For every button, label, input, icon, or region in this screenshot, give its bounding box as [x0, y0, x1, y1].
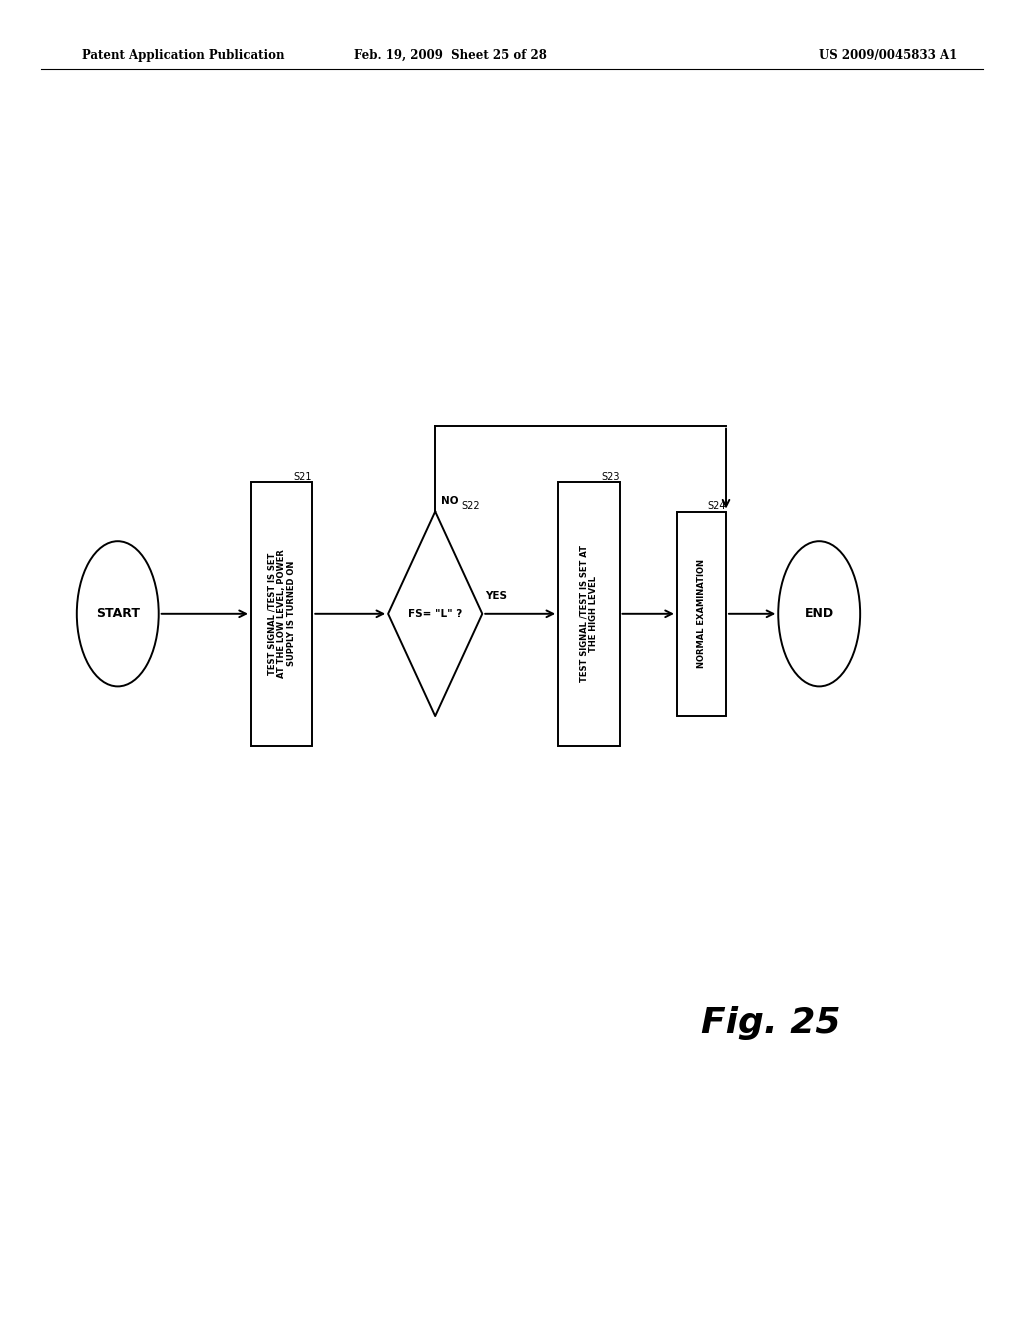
- Text: US 2009/0045833 A1: US 2009/0045833 A1: [819, 49, 957, 62]
- Bar: [558, 482, 620, 746]
- Bar: [251, 482, 312, 746]
- Ellipse shape: [778, 541, 860, 686]
- Text: S22: S22: [462, 502, 480, 511]
- Text: S24: S24: [708, 502, 726, 511]
- Text: TEST SIGNAL /TEST IS SET
AT THE LOW LEVEL, POWER
SUPPLY IS TURNED ON: TEST SIGNAL /TEST IS SET AT THE LOW LEVE…: [267, 549, 296, 678]
- Text: FS= "L" ?: FS= "L" ?: [409, 609, 462, 619]
- Bar: [677, 511, 726, 715]
- Text: TEST SIGNAL /TEST IS SET AT
THE HIGH LEVEL: TEST SIGNAL /TEST IS SET AT THE HIGH LEV…: [580, 545, 598, 682]
- Ellipse shape: [77, 541, 159, 686]
- Text: START: START: [96, 607, 139, 620]
- Text: NO: NO: [441, 496, 459, 506]
- Text: END: END: [805, 607, 834, 620]
- Text: S23: S23: [601, 471, 620, 482]
- Text: NORMAL EXAMINATION: NORMAL EXAMINATION: [697, 560, 706, 668]
- Text: YES: YES: [485, 590, 507, 601]
- Polygon shape: [388, 511, 482, 715]
- Text: Feb. 19, 2009  Sheet 25 of 28: Feb. 19, 2009 Sheet 25 of 28: [354, 49, 547, 62]
- Text: Fig. 25: Fig. 25: [701, 1006, 841, 1040]
- Text: S21: S21: [294, 471, 312, 482]
- Text: Patent Application Publication: Patent Application Publication: [82, 49, 285, 62]
